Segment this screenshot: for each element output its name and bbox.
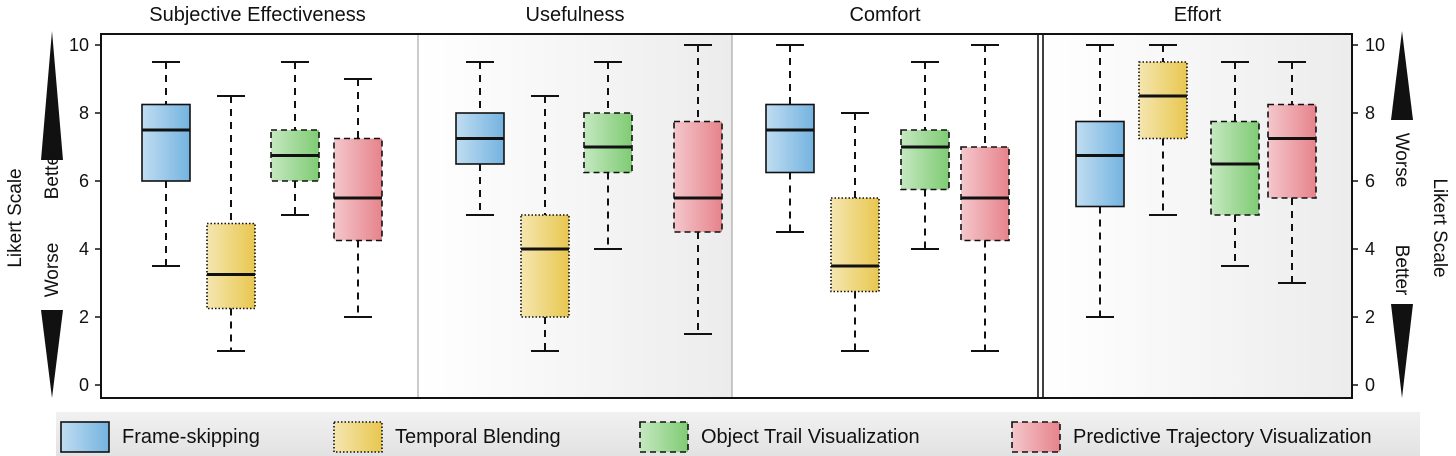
left-tick-label: 10 bbox=[69, 35, 89, 55]
left-tick-label: 2 bbox=[79, 307, 89, 327]
box-iqr bbox=[1210, 120, 1260, 216]
left-tick-label: 0 bbox=[79, 375, 89, 395]
box-iqr bbox=[520, 214, 570, 318]
legend-items: Frame-skipping Temporal Blending Object Tr… bbox=[60, 421, 1372, 453]
legend-background bbox=[56, 412, 1420, 456]
box-iqr bbox=[900, 129, 950, 191]
right-tick-label: 4 bbox=[1365, 239, 1375, 259]
panel-title: Usefulness bbox=[526, 4, 625, 26]
left-tick-label: 6 bbox=[79, 171, 89, 191]
box-plot-3 bbox=[960, 44, 1010, 352]
legend-swatch bbox=[60, 421, 110, 453]
box-iqr bbox=[333, 137, 383, 242]
box-plot-1 bbox=[206, 95, 256, 352]
box-iqr bbox=[1075, 120, 1125, 208]
left-better-label: Better bbox=[42, 148, 63, 199]
box-plot-0 bbox=[1075, 44, 1125, 318]
legend-item: Predictive Trajectory Visualization bbox=[1011, 421, 1372, 453]
legend-item: Frame-skipping bbox=[60, 421, 260, 453]
left-tick-label: 8 bbox=[79, 103, 89, 123]
box-plot-0 bbox=[455, 61, 505, 216]
legend-label: Frame-skipping bbox=[122, 426, 260, 448]
plot-frame bbox=[100, 33, 1353, 399]
box-plot-1 bbox=[830, 112, 880, 352]
right-down-arrow-icon bbox=[1391, 304, 1413, 398]
box-plot-3 bbox=[673, 44, 723, 335]
box-plot-2 bbox=[900, 61, 950, 250]
box-iqr bbox=[1138, 61, 1188, 140]
box-iqr bbox=[141, 103, 191, 182]
right-worse-label: Worse bbox=[1391, 133, 1412, 188]
legend-item: Temporal Blending bbox=[333, 421, 561, 453]
box-iqr bbox=[1267, 103, 1317, 199]
box-plot-0 bbox=[141, 61, 191, 267]
left-axis-annotation: Better Worse Likert Scale bbox=[5, 31, 63, 398]
left-y-axis-label: Likert Scale bbox=[5, 168, 26, 267]
box-iqr bbox=[830, 197, 880, 293]
left-worse-label: Worse bbox=[42, 243, 63, 298]
box-iqr bbox=[206, 222, 256, 310]
legend-swatch bbox=[1011, 421, 1061, 453]
right-better-label: Better bbox=[1391, 245, 1412, 296]
legend-label: Temporal Blending bbox=[395, 426, 561, 448]
box-plot-1 bbox=[520, 95, 570, 352]
box-plot-2 bbox=[270, 61, 320, 216]
box-plot-0 bbox=[765, 44, 815, 233]
box-plot-3 bbox=[333, 78, 383, 318]
box-plot-1 bbox=[1138, 44, 1188, 216]
panel-title: Effort bbox=[1174, 4, 1222, 26]
box-iqr bbox=[583, 112, 633, 174]
right-tick-label: 2 bbox=[1365, 307, 1375, 327]
panel-background bbox=[1043, 34, 1352, 398]
legend-label: Predictive Trajectory Visualization bbox=[1073, 426, 1372, 448]
panel-title: Subjective Effectiveness bbox=[149, 4, 365, 26]
legend-swatch bbox=[333, 421, 383, 453]
legend: Frame-skipping Temporal Blending Object Tr… bbox=[56, 412, 1420, 456]
box-plot-3 bbox=[1267, 61, 1317, 284]
right-y-axis-label: Likert Scale bbox=[1429, 178, 1450, 277]
right-axis-annotation: Worse Better Likert Scale bbox=[1391, 31, 1450, 398]
box-plot-2 bbox=[1210, 61, 1260, 267]
right-tick-label: 6 bbox=[1365, 171, 1375, 191]
left-down-arrow-icon bbox=[41, 310, 63, 398]
right-tick-label: 10 bbox=[1365, 35, 1385, 55]
legend-swatch bbox=[639, 421, 689, 453]
left-tick-label: 4 bbox=[79, 239, 89, 259]
right-tick-label: 8 bbox=[1365, 103, 1375, 123]
right-tick-label: 0 bbox=[1365, 375, 1375, 395]
legend-item: Object Trail Visualization bbox=[639, 421, 920, 453]
box-plot-2 bbox=[583, 61, 633, 250]
box-iqr bbox=[673, 120, 723, 233]
boxes-layer bbox=[141, 44, 1317, 352]
left-up-arrow-icon bbox=[41, 31, 63, 160]
axes-layer: 0 0 2 2 4 4 6 6 8 8 10 10 bbox=[69, 35, 1385, 395]
box-iqr bbox=[765, 103, 815, 174]
panel-title: Comfort bbox=[849, 4, 921, 26]
right-up-arrow-icon bbox=[1391, 31, 1413, 120]
box-iqr bbox=[960, 146, 1010, 242]
legend-label: Object Trail Visualization bbox=[701, 426, 920, 448]
